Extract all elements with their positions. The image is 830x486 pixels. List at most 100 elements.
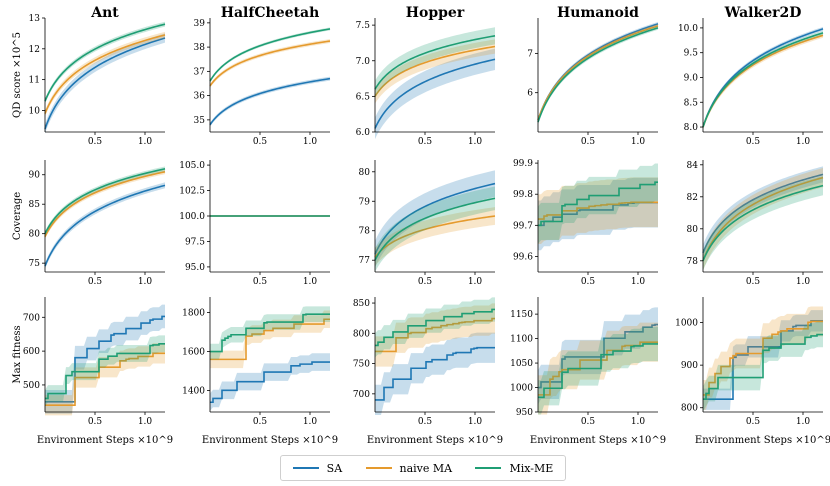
y-tick-label: 1000	[675, 319, 698, 329]
panel-humanoid-max-fitness: 950 1000 1050 1100 1150 0.5 1.0 Environment Ste…	[510, 297, 666, 446]
x-tick-label: 1.0	[303, 277, 318, 287]
line-sa	[209, 77, 331, 126]
y-tick-label: 1050	[510, 359, 533, 369]
x-tick-label: 1.0	[303, 417, 318, 427]
x-tick-label: 1.0	[631, 137, 646, 147]
legend-item-naive-ma: naive MA	[365, 461, 453, 475]
band-mix-me	[375, 297, 495, 358]
y-tick-label: 850	[353, 299, 370, 309]
band-mix-me	[538, 163, 658, 244]
y-tick-label: 82	[687, 193, 698, 203]
band-sa	[375, 170, 495, 268]
y-tick-label: 78	[359, 227, 371, 237]
y-tick-label: 99.6	[513, 252, 533, 262]
line-sa	[210, 361, 330, 404]
band-naive-ma	[45, 343, 165, 416]
y-tick-label: 80	[29, 230, 41, 240]
y-tick-label: 7	[527, 49, 533, 59]
y-tick-label: 950	[516, 408, 533, 418]
x-tick-label: 0.5	[418, 277, 433, 287]
band-naive-ma	[45, 31, 165, 117]
band-mix-me	[538, 25, 658, 125]
line-mix-me	[210, 313, 330, 353]
line-sa	[374, 58, 496, 129]
y-tick-label: 77	[359, 256, 371, 266]
line-sa	[703, 319, 823, 401]
band-naive-ma	[703, 306, 823, 410]
line-sa	[375, 346, 495, 401]
x-tick-label: 0.5	[88, 277, 103, 287]
panel-halfcheetah-max-fitness: 1400 1600 1800 0.5 1.0 Environment Steps ×10^…	[182, 297, 338, 446]
band-mix-me	[375, 27, 495, 98]
line-sa	[374, 182, 496, 255]
legend-swatch-naive-ma	[365, 467, 392, 469]
panel-hopper-max-fitness: 700 750 800 850 0.5 1.0 Environment Steps ×10^…	[353, 297, 503, 446]
y-tick-label: 13	[29, 14, 41, 24]
band-mix-me	[210, 306, 330, 360]
line-naive-ma	[210, 318, 330, 361]
x-tick-label: 0.5	[88, 137, 103, 147]
y-tick-label: 37	[194, 67, 206, 77]
y-tick-label: 1400	[182, 387, 205, 397]
row-label-qd-score-10-5: QD score ×10^5	[12, 32, 23, 118]
panel-ant-qd-score-10-5: 10 11 12 13 0.5 1.0	[29, 14, 166, 147]
line-mix-me	[703, 333, 823, 401]
x-axis-label: Environment Steps ×10^9	[530, 435, 666, 446]
y-tick-label: 80	[359, 168, 371, 178]
y-tick-label: 99.7	[513, 221, 533, 231]
band-naive-ma	[703, 32, 823, 130]
band-mix-me	[210, 27, 330, 83]
y-tick-label: 99.9	[513, 159, 533, 169]
y-tick-label: 12	[29, 45, 40, 55]
y-tick-label: 35	[194, 116, 206, 126]
y-tick-label: 6.0	[356, 128, 371, 138]
y-tick-label: 75	[29, 259, 41, 269]
y-tick-label: 600	[23, 347, 40, 357]
panel-walker2d-qd-score-10-5: 8.0 8.5 9.0 9.5 10.0 0.5 1.0	[678, 18, 824, 147]
y-tick-label: 1600	[182, 348, 205, 358]
band-sa	[375, 48, 495, 140]
panel-walker2d-max-fitness: 800 900 1000 0.5 1.0 Environment Steps ×10^9	[675, 297, 830, 446]
y-tick-label: 1100	[510, 335, 533, 345]
band-sa	[703, 166, 823, 261]
line-naive-ma	[45, 352, 165, 407]
line-naive-ma	[537, 25, 659, 121]
line-mix-me	[375, 308, 495, 347]
line-mix-me	[538, 343, 658, 399]
x-tick-label: 1.0	[138, 137, 153, 147]
line-mix-me	[702, 32, 824, 128]
band-mix-me	[703, 30, 823, 130]
legend-label-mix-me: Mix-ME	[509, 461, 554, 475]
y-tick-label: 1150	[510, 310, 533, 320]
line-mix-me	[44, 23, 166, 102]
y-tick-label: 700	[353, 390, 370, 400]
legend-item-sa: SA	[292, 462, 342, 475]
band-mix-me	[538, 326, 658, 415]
panel-humanoid-qd-score-10-5: 6 7 0.5 1.0	[527, 18, 659, 147]
band-naive-ma	[375, 303, 495, 367]
y-tick-label: 1000	[510, 384, 533, 394]
y-tick-label: 99.8	[513, 190, 533, 200]
y-tick-label: 700	[23, 313, 40, 323]
x-tick-label: 1.0	[796, 417, 811, 427]
y-tick-label: 6.5	[356, 92, 371, 102]
line-naive-ma	[209, 40, 331, 87]
x-tick-label: 0.5	[581, 417, 596, 427]
y-tick-label: 8.5	[684, 98, 699, 108]
x-axis-label: Environment Steps ×10^9	[37, 435, 173, 446]
y-tick-label: 10.0	[678, 24, 698, 34]
y-tick-label: 38	[194, 43, 206, 53]
line-naive-ma	[702, 176, 824, 262]
row-label-max-fitness: Max fitness	[12, 325, 23, 383]
y-tick-label: 800	[353, 329, 370, 339]
x-tick-label: 0.5	[746, 417, 761, 427]
legend-label-naive-ma: naive MA	[399, 461, 453, 475]
y-tick-label: 78	[687, 257, 699, 267]
column-title-humanoid: Humanoid	[557, 5, 639, 21]
x-tick-label: 1.0	[796, 137, 811, 147]
x-tick-label: 0.5	[253, 137, 268, 147]
line-sa	[44, 184, 166, 267]
column-title-hopper: Hopper	[406, 5, 465, 21]
y-tick-label: 84	[687, 161, 699, 171]
